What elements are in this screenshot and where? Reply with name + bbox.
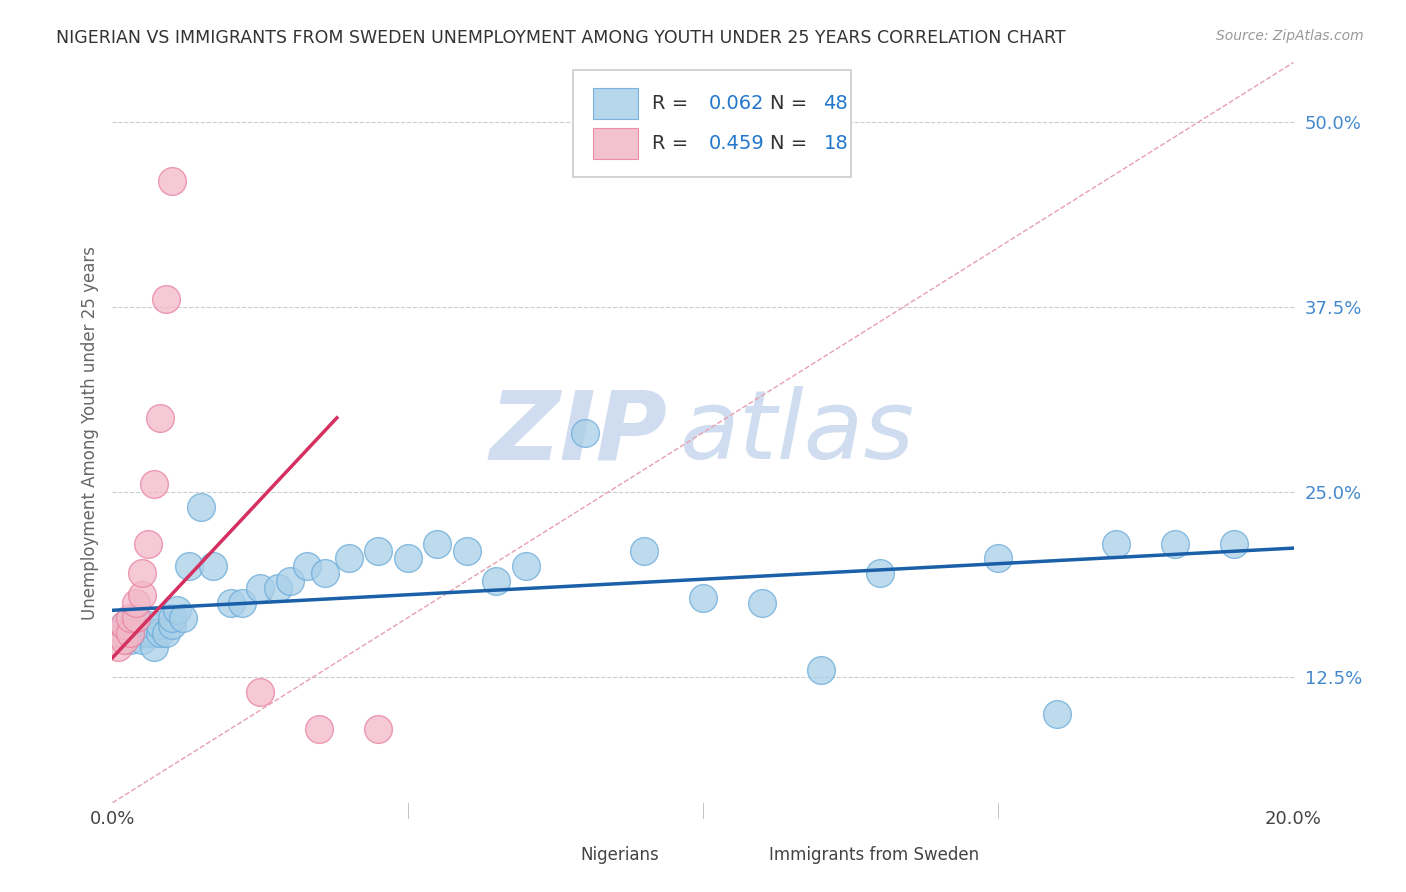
Point [107, 625, 129, 640]
FancyBboxPatch shape [727, 841, 759, 868]
Point [125, 610, 148, 624]
Point [131, 589, 153, 603]
Point [751, 596, 773, 610]
Point [231, 596, 253, 610]
Point [314, 566, 336, 581]
Text: 18: 18 [824, 135, 848, 153]
Point [155, 293, 177, 307]
Point [1164, 536, 1187, 550]
Point [125, 618, 148, 632]
Point [172, 610, 194, 624]
Point [367, 722, 389, 736]
Y-axis label: Unemployment Among Youth under 25 years: Unemployment Among Youth under 25 years [80, 245, 98, 620]
FancyBboxPatch shape [593, 87, 638, 119]
Text: atlas: atlas [679, 386, 914, 479]
Point [367, 544, 389, 558]
Point [131, 632, 153, 647]
Point [249, 581, 271, 595]
Point [125, 610, 148, 624]
Point [149, 410, 172, 425]
Point [160, 618, 183, 632]
Point [987, 551, 1010, 566]
Text: Source: ZipAtlas.com: Source: ZipAtlas.com [1216, 29, 1364, 43]
Point [155, 625, 177, 640]
Point [125, 596, 148, 610]
Point [107, 625, 129, 640]
Point [633, 544, 655, 558]
Point [120, 625, 142, 640]
Point [136, 625, 159, 640]
Point [1046, 706, 1069, 721]
Text: 48: 48 [824, 94, 848, 112]
Point [142, 640, 165, 655]
Point [112, 632, 135, 647]
Point [297, 558, 319, 573]
Point [112, 618, 135, 632]
Point [1223, 536, 1246, 550]
Point [112, 618, 135, 632]
Point [201, 558, 224, 573]
Point [149, 625, 172, 640]
Point [515, 558, 537, 573]
Text: ZIP: ZIP [489, 386, 668, 479]
Point [166, 603, 188, 617]
Point [160, 174, 183, 188]
Text: NIGERIAN VS IMMIGRANTS FROM SWEDEN UNEMPLOYMENT AMONG YOUTH UNDER 25 YEARS CORRE: NIGERIAN VS IMMIGRANTS FROM SWEDEN UNEMP… [56, 29, 1066, 46]
Point [249, 685, 271, 699]
Point [149, 618, 172, 632]
Text: 0.062: 0.062 [709, 94, 765, 112]
Point [131, 625, 153, 640]
Point [692, 591, 714, 606]
Point [396, 551, 419, 566]
Point [160, 610, 183, 624]
Point [120, 625, 142, 640]
Point [485, 574, 508, 588]
Point [308, 722, 330, 736]
Point [136, 536, 159, 550]
Point [278, 574, 301, 588]
Point [142, 477, 165, 491]
Point [120, 610, 142, 624]
Point [426, 536, 449, 550]
Point [120, 632, 142, 647]
Point [131, 566, 153, 581]
Point [219, 596, 242, 610]
FancyBboxPatch shape [593, 128, 638, 160]
Point [179, 558, 201, 573]
Point [869, 566, 891, 581]
Text: Nigerians: Nigerians [581, 846, 659, 863]
Text: R =: R = [652, 94, 695, 112]
Point [142, 625, 165, 640]
Text: 0.459: 0.459 [709, 135, 765, 153]
Point [337, 551, 360, 566]
Point [136, 618, 159, 632]
FancyBboxPatch shape [537, 841, 571, 868]
Text: N =: N = [770, 135, 814, 153]
Point [267, 581, 290, 595]
Point [190, 500, 212, 514]
Text: N =: N = [770, 94, 814, 112]
Point [107, 640, 129, 655]
Point [456, 544, 478, 558]
Point [810, 663, 832, 677]
FancyBboxPatch shape [574, 70, 851, 178]
Point [112, 625, 135, 640]
Point [1105, 536, 1128, 550]
Point [574, 425, 596, 440]
Text: Immigrants from Sweden: Immigrants from Sweden [769, 846, 979, 863]
Text: R =: R = [652, 135, 695, 153]
